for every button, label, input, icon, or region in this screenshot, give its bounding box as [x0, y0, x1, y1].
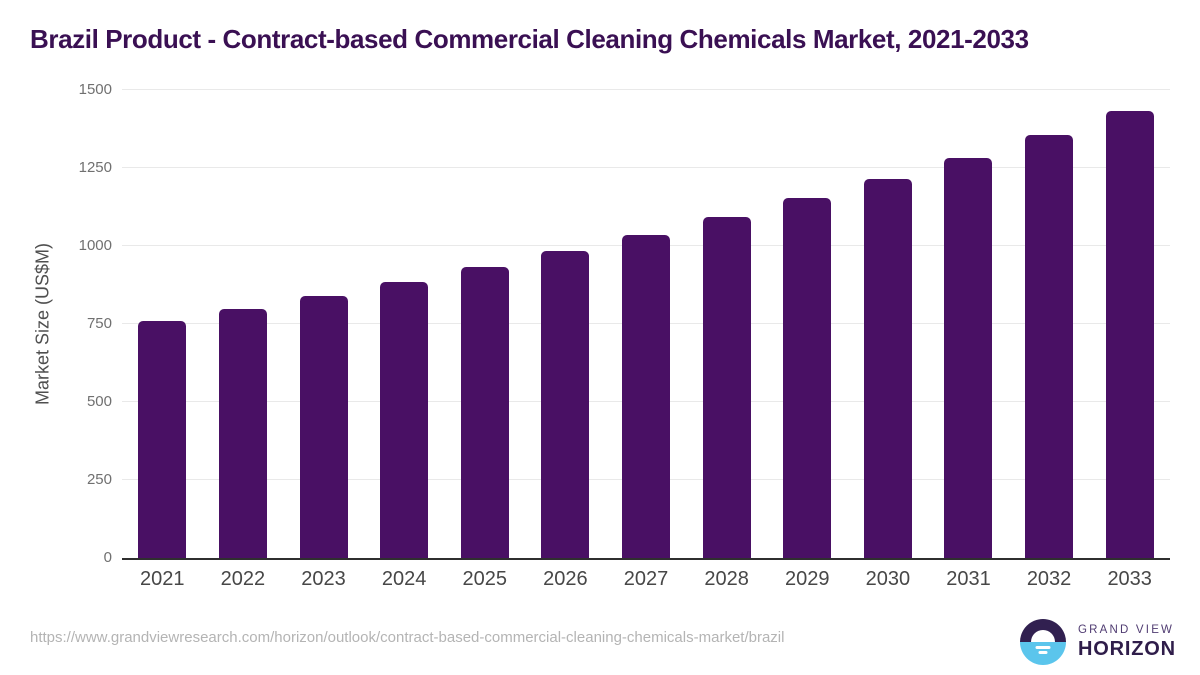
bar-2022 — [218, 309, 267, 558]
x-tick-label-2030: 2030 — [865, 568, 911, 590]
logo-sun-dome — [1031, 630, 1055, 642]
plot-area: 0 250 500 750 1000 1250 1500 2021 2022 2023 2024 20… — [79, 81, 1170, 590]
x-tick-label-2026: 2026 — [543, 568, 588, 590]
bar-2023 — [299, 295, 348, 558]
x-tick-label-2025: 2025 — [462, 568, 508, 590]
logo-wave-icon — [1038, 650, 1048, 654]
x-tick-label-2024: 2024 — [381, 568, 427, 590]
x-tick-label-2021: 2021 — [140, 568, 185, 590]
logo-horizon-text: HORIZON — [1078, 637, 1176, 660]
x-tick-label-2029: 2029 — [784, 568, 830, 590]
bar-2031 — [944, 158, 993, 558]
brand-logo: GRAND VIEW HORIZON — [1020, 619, 1176, 665]
y-tick-label-1000: 1000 — [78, 237, 112, 254]
x-tick-label-2031: 2031 — [946, 568, 991, 590]
bar-2026 — [541, 250, 590, 558]
x-tick-label-2033: 2033 — [1107, 568, 1152, 590]
gridline-1500 — [122, 89, 1170, 90]
x-tick-label-2032: 2032 — [1026, 568, 1072, 590]
y-tick-label-1500: 1500 — [78, 81, 112, 98]
bar-2021 — [138, 320, 187, 558]
x-tick-label-2027: 2027 — [623, 568, 669, 590]
x-tick-label-2022: 2022 — [220, 568, 266, 590]
bar-2032 — [1025, 135, 1074, 558]
source-url: https://www.grandviewresearch.com/horizo… — [30, 629, 785, 646]
bar-2025 — [460, 266, 509, 558]
grand-view-horizon-logo-icon — [1020, 619, 1066, 665]
y-tick-label-500: 500 — [86, 393, 112, 410]
bar-2027 — [622, 234, 670, 558]
bar-2033 — [1105, 111, 1154, 558]
logo-grand-view-text: GRAND VIEW — [1078, 623, 1175, 636]
x-tick-label-2023: 2023 — [301, 568, 346, 590]
gridline-1250 — [122, 167, 1170, 168]
y-tick-label-0: 0 — [103, 549, 112, 566]
x-tick-label-2028: 2028 — [704, 568, 749, 590]
bar-2028 — [702, 216, 751, 558]
bar-2024 — [380, 281, 429, 558]
y-tick-label-250: 250 — [86, 471, 112, 488]
y-axis-title: Market Size (US$M) — [32, 242, 53, 406]
y-tick-label-750: 750 — [86, 315, 112, 332]
bar-2030 — [863, 178, 912, 558]
bar-2029 — [783, 198, 832, 558]
logo-wave-icon — [1035, 645, 1051, 649]
logo-text: GRAND VIEW HORIZON — [1078, 624, 1176, 661]
chart-title: Brazil Product - Contract-based Commerci… — [30, 24, 1029, 54]
y-tick-label-1250: 1250 — [78, 159, 112, 176]
